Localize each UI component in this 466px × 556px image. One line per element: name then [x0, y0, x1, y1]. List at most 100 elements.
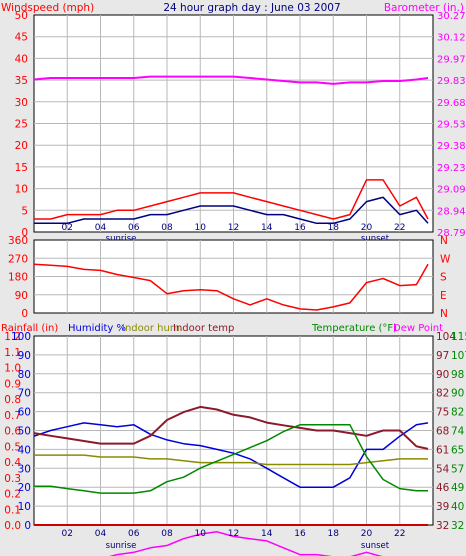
axis-tick-label: 30: [15, 97, 28, 109]
axis-tick-label: N: [440, 235, 448, 247]
hour-tick-label: 04: [95, 223, 107, 233]
axis-tick-label: 100: [11, 331, 31, 343]
hour-tick-label: 08: [161, 529, 173, 539]
axis-tick-label: 29.38: [437, 141, 466, 152]
axis-tick-label: 0.8: [4, 394, 21, 406]
axis-tick-label: W: [440, 253, 451, 265]
axis-tick-label: 90: [451, 388, 464, 400]
axis-tick-label: 0.6: [4, 426, 21, 438]
temp-hour-tick-labels: 02 04 06 08 10 12 14 16 18 20 22: [62, 529, 406, 539]
wind-barometer-series: [33, 75, 429, 225]
hour-tick-label: 10: [195, 223, 207, 233]
axis-tick-label: 32: [436, 520, 449, 532]
wind-direction-grid: [34, 240, 433, 313]
hour-tick-label: 12: [228, 529, 239, 539]
axis-tick-label: 29.53: [437, 120, 466, 131]
axis-tick-label: 46: [436, 482, 450, 494]
hour-tick-label: 22: [394, 529, 405, 539]
axis-tick-label: 0.9: [4, 378, 21, 390]
hour-tick-label: 20: [361, 223, 373, 233]
axis-tick-label: 0.0: [4, 520, 21, 532]
hour-tick-label: 14: [261, 529, 273, 539]
axis-tick-label: 15: [15, 162, 28, 174]
wind-direction-line: [33, 263, 429, 311]
axis-tick-label: 70: [18, 388, 31, 400]
axis-tick-label: 104: [436, 331, 456, 343]
rainfall-tick-labels: 1.2 1.1 1.0 0.9 0.8 0.7 0.6 0.5 0.4 0.3 0.2 0.1 0.0: [4, 331, 21, 532]
axis-tick-label: 28.94: [437, 206, 466, 217]
sunset-marker-bottom: sunset: [361, 541, 390, 551]
axis-tick-label: 90: [436, 369, 449, 381]
axis-tick-label: 0.1: [4, 504, 21, 516]
axis-tick-label: 10: [18, 501, 31, 513]
graph-title: 24 hour graph day : June 03 2007: [163, 2, 340, 14]
axis-tick-label: 0: [24, 520, 31, 532]
legend-temperature: Temperature (°F): [311, 323, 397, 334]
hour-tick-label: 08: [161, 223, 173, 233]
axis-tick-label: 0.2: [4, 489, 21, 501]
axis-tick-label: 270: [8, 253, 28, 265]
legend-dew-point: Dew Point: [393, 323, 443, 334]
axis-tick-label: 57: [451, 463, 464, 475]
legend-indoor-temperature: Indoor temp: [173, 323, 234, 334]
axis-tick-label: 90: [15, 290, 28, 302]
hour-tick-label: 16: [294, 223, 306, 233]
axis-tick-label: 74: [451, 426, 465, 438]
axis-tick-label: 54: [436, 463, 450, 475]
axis-tick-label: 97: [436, 350, 449, 362]
axis-tick-label: 45: [15, 32, 28, 44]
indoor-humidity-line: [34, 454, 428, 466]
axis-tick-label: 1.2: [4, 331, 21, 343]
temp-humidity-series: [33, 405, 429, 556]
hour-tick-label: 20: [361, 529, 373, 539]
wind-direction-series: [33, 263, 429, 311]
axis-tick-label: 29.83: [437, 76, 466, 87]
dew-point-line: [109, 531, 383, 556]
hour-tick-label: 14: [261, 223, 273, 233]
wind-gust-line: [34, 179, 429, 220]
axis-tick-label: 75: [436, 407, 449, 419]
hour-tick-label: 16: [294, 529, 306, 539]
sunset-marker-top: sunset: [361, 234, 390, 244]
axis-tick-label: 0: [21, 227, 28, 239]
axis-tick-label: 5: [21, 205, 28, 217]
axis-tick-label: 28.79: [437, 228, 466, 239]
axis-tick-label: 32: [451, 520, 464, 532]
axis-tick-label: 49: [451, 482, 464, 494]
barometer-tick-labels: 30.27 30.12 29.97 29.83 29.68 29.53 29.38 29.23…: [437, 11, 466, 239]
hour-tick-label: 02: [62, 223, 73, 233]
axis-tick-label: 360: [8, 235, 28, 247]
temperature-line: [34, 424, 428, 494]
axis-tick-label: 35: [15, 75, 28, 87]
axis-tick-label: 40: [15, 53, 28, 65]
axis-tick-label: 80: [18, 369, 31, 381]
axis-tick-label: 82: [436, 388, 449, 400]
wind-hour-tick-labels: 02 04 06 08 10 12 14 16 18 20 22: [62, 223, 406, 233]
indoor-temperature-line: [33, 405, 429, 450]
axis-tick-label: 65: [451, 444, 464, 456]
axis-tick-label: 0: [21, 308, 28, 320]
hour-tick-label: 22: [394, 223, 405, 233]
axis-tick-label: 68: [436, 426, 449, 438]
axis-tick-label: 0.4: [4, 457, 21, 469]
axis-tick-label: 20: [18, 482, 31, 494]
windspeed-axis-title: Windspeed (mph): [1, 2, 94, 14]
axis-tick-label: 61: [436, 444, 449, 456]
axis-tick-label: 1.1: [4, 347, 21, 359]
barometer-axis-title: Barometer (in.): [384, 2, 464, 14]
legend-rainfall: Rainfall (in): [1, 323, 58, 334]
hour-tick-label: 12: [228, 223, 239, 233]
axis-tick-label: 50: [15, 10, 28, 22]
hour-tick-label: 18: [328, 529, 340, 539]
hour-tick-label: 06: [128, 529, 140, 539]
hour-tick-label: 04: [95, 529, 107, 539]
axis-tick-label: 29.09: [437, 185, 466, 196]
axis-tick-label: 82: [451, 407, 464, 419]
legend-indoor-humidity: Indoor hum: [122, 323, 180, 334]
axis-tick-label: 60: [18, 407, 31, 419]
barometer-line: [33, 75, 429, 85]
axis-tick-label: N: [440, 308, 448, 320]
hour-tick-label: 10: [195, 529, 207, 539]
